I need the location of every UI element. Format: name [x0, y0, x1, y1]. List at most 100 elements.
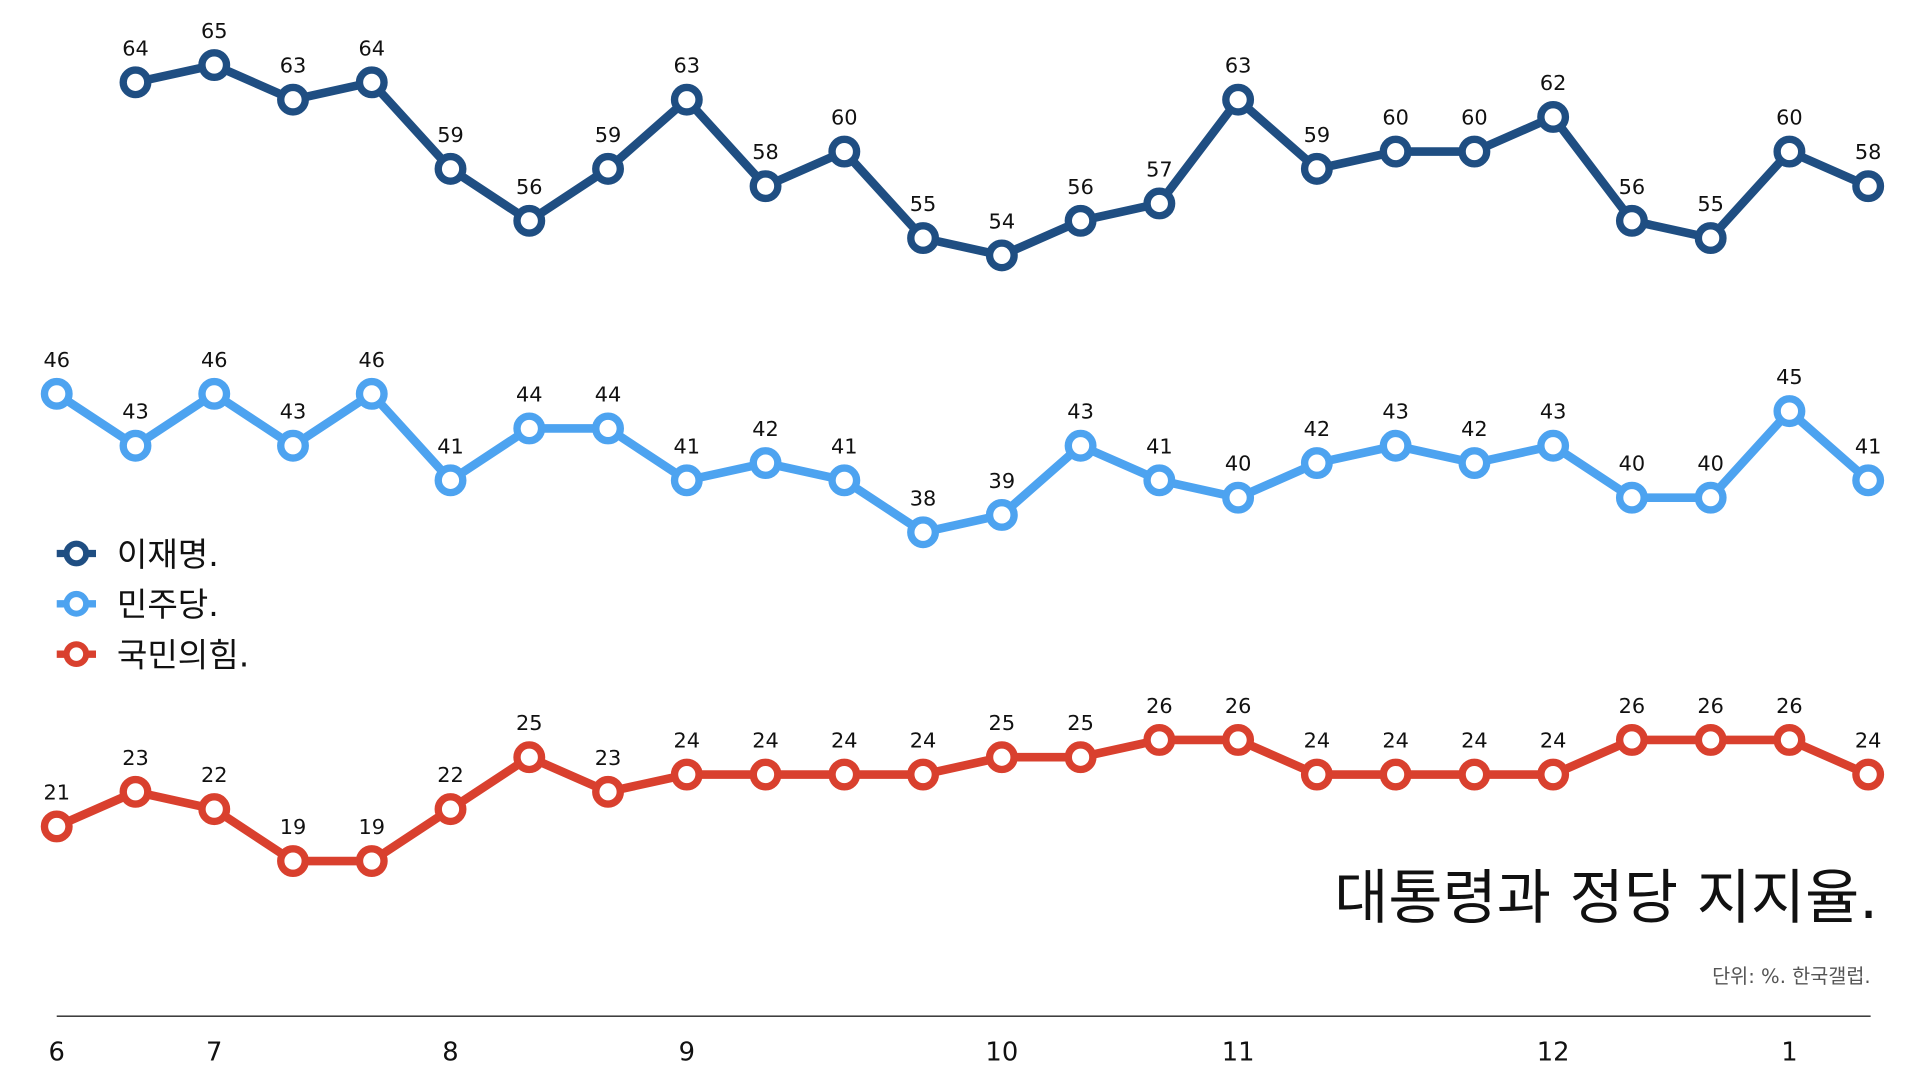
x-tick-label: 6 — [49, 1037, 65, 1067]
point — [119, 66, 152, 99]
value-label: 60 — [1461, 106, 1488, 130]
point — [1615, 723, 1648, 756]
value-label: 59 — [437, 123, 464, 147]
x-tick-label: 12 — [1537, 1037, 1570, 1067]
point — [749, 447, 782, 480]
value-label: 40 — [1619, 452, 1646, 476]
point — [434, 793, 467, 826]
value-label: 43 — [1382, 400, 1409, 424]
x-tick-label: 1 — [1781, 1037, 1797, 1067]
series-line — [54, 735, 1870, 866]
value-label: 24 — [752, 729, 779, 753]
value-label: 55 — [1697, 192, 1724, 216]
legend-marker — [63, 641, 90, 668]
point — [277, 845, 309, 878]
point — [513, 741, 546, 774]
value-label: 60 — [831, 106, 858, 130]
point — [1458, 758, 1491, 791]
point — [1458, 447, 1491, 480]
value-label: 55 — [910, 192, 937, 216]
point — [1852, 758, 1885, 791]
value-label: 58 — [1855, 140, 1882, 164]
point — [592, 775, 624, 808]
point — [1537, 429, 1570, 462]
value-label: 54 — [989, 209, 1016, 233]
point — [1222, 723, 1255, 756]
value-label: 64 — [358, 36, 385, 60]
point — [119, 429, 152, 462]
value-label: 25 — [1067, 711, 1094, 735]
chart-subtitle: 단위: %. 한국갤럽. — [1712, 965, 1871, 988]
point — [355, 845, 388, 878]
value-label: 38 — [910, 486, 937, 510]
point — [198, 49, 231, 81]
value-label: 60 — [1382, 106, 1409, 130]
value-label: 58 — [752, 140, 779, 164]
chart-title: 대통령과 정당 지지율. — [1334, 863, 1878, 932]
value-label: 24 — [1382, 729, 1409, 753]
value-label: 24 — [910, 729, 937, 753]
point — [1694, 222, 1727, 255]
legend-marker — [63, 540, 90, 567]
value-label: 24 — [1540, 729, 1567, 753]
value-label: 40 — [1225, 452, 1252, 476]
point — [277, 83, 309, 116]
point — [1064, 741, 1097, 774]
point — [1773, 135, 1806, 168]
point — [434, 152, 467, 185]
x-tick-label: 10 — [985, 1037, 1018, 1067]
legend-marker — [63, 590, 90, 617]
point — [119, 775, 152, 808]
value-label: 23 — [122, 746, 149, 770]
value-label: 41 — [1855, 434, 1882, 458]
point — [1222, 481, 1255, 514]
point — [749, 170, 782, 203]
x-tick-label: 9 — [679, 1037, 695, 1067]
value-label: 43 — [280, 400, 307, 424]
point — [592, 412, 624, 445]
point — [1615, 204, 1648, 237]
point — [1379, 758, 1412, 791]
value-label: 42 — [1304, 417, 1331, 441]
value-label: 43 — [1067, 400, 1094, 424]
value-label: 46 — [201, 348, 228, 372]
point — [355, 66, 388, 99]
value-label: 22 — [437, 763, 464, 787]
point — [985, 741, 1018, 774]
value-label: 39 — [989, 469, 1016, 493]
point — [670, 83, 703, 116]
point — [1537, 101, 1570, 133]
point — [1222, 83, 1255, 116]
point — [907, 222, 940, 255]
value-label: 41 — [1146, 434, 1173, 458]
point — [1064, 429, 1097, 462]
point — [828, 135, 861, 168]
value-label: 46 — [43, 348, 70, 372]
point — [907, 516, 940, 549]
point — [1458, 135, 1491, 168]
point — [1694, 723, 1727, 756]
value-label: 41 — [437, 434, 464, 458]
value-label: 26 — [1619, 694, 1646, 718]
value-label: 23 — [595, 746, 622, 770]
point — [1537, 758, 1570, 791]
point — [985, 239, 1018, 272]
value-label: 63 — [674, 54, 701, 78]
point — [828, 758, 861, 791]
point — [592, 152, 624, 185]
value-label: 19 — [358, 815, 385, 839]
legend-label: 이재명. — [117, 535, 219, 574]
point — [198, 793, 231, 826]
x-tick-label: 8 — [442, 1037, 458, 1067]
value-label: 42 — [752, 417, 779, 441]
point — [1300, 758, 1333, 791]
point — [907, 758, 940, 791]
point — [1615, 481, 1648, 514]
point — [749, 758, 782, 791]
point — [355, 377, 388, 410]
point — [198, 377, 231, 410]
point — [1694, 481, 1727, 514]
point — [1143, 464, 1176, 497]
